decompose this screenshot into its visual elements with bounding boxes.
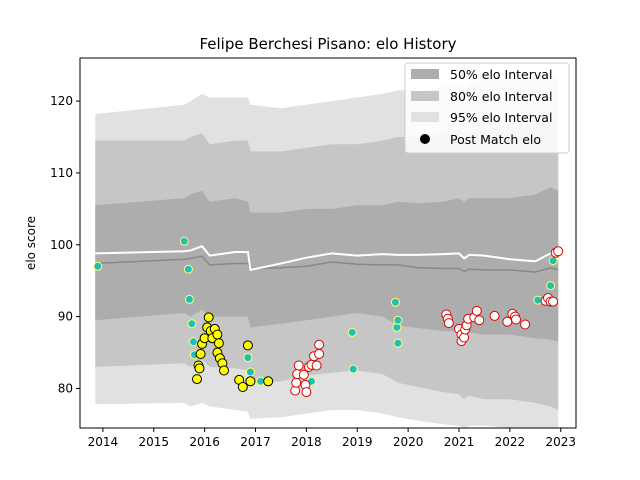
data-point [195,349,206,359]
data-point [546,281,556,291]
data-point [553,246,564,257]
y-tick-label: 120 [50,94,73,108]
data-point [219,365,229,376]
x-tick-label: 2022 [495,435,526,449]
data-point [489,310,500,321]
data-point [471,305,482,316]
legend-marker-post-match [420,134,430,144]
data-point [548,296,559,307]
legend-frame [404,62,570,154]
legend-swatch-80 [411,91,439,101]
data-point [347,327,357,337]
data-point [311,360,322,371]
x-tick-label: 2015 [138,435,169,449]
data-point [93,261,103,271]
legend-label-post-match: Post Match elo [450,132,541,147]
data-point [245,367,255,377]
data-point [188,337,198,347]
data-point [243,353,253,363]
data-point [393,338,403,348]
x-tick-label: 2021 [444,435,475,449]
data-point [314,339,325,350]
data-point [293,360,304,371]
y-tick-label: 110 [50,166,73,180]
legend-swatch-50 [411,69,439,79]
data-point [474,315,485,326]
y-axis: 80 90 100 110 120 [50,94,80,395]
y-tick-label: 80 [58,381,73,395]
data-point [511,314,521,325]
data-point [390,297,400,307]
y-tick-label: 100 [50,238,73,252]
x-tick-label: 2014 [88,435,119,449]
band-50-interval [95,187,559,342]
x-tick-label: 2020 [393,435,424,449]
data-point [301,387,312,398]
data-point [212,329,223,340]
x-tick-label: 2017 [240,435,271,449]
x-tick-label: 2019 [342,435,373,449]
median-line [95,255,559,273]
x-tick-label: 2016 [189,435,220,449]
data-point [213,338,224,349]
data-point [298,369,309,380]
data-point [194,363,205,374]
data-point [192,374,202,385]
data-point [203,312,214,323]
y-axis-label: elo score [24,216,38,270]
data-point [263,376,274,387]
post-match-points [93,236,564,398]
data-point [187,319,197,329]
chart-title: Felipe Berchesi Pisano: elo History [199,35,456,53]
legend: 50% elo Interval 80% elo Interval 95% el… [404,62,570,154]
data-point [520,319,531,330]
legend-label-95: 95% elo Interval [450,110,552,125]
data-point [393,315,403,325]
plot-frame [79,57,577,429]
plot-area [79,57,577,429]
data-point [184,294,194,304]
data-point [348,364,358,374]
data-point [314,349,325,359]
data-point [183,264,193,274]
data-point [392,322,402,332]
data-point [242,340,253,351]
x-tick-label: 2018 [291,435,322,449]
data-point [548,256,558,266]
data-point [443,318,454,329]
data-point [245,376,256,387]
mean-line [95,245,559,272]
legend-swatch-95 [411,112,439,122]
legend-label-80: 80% elo Interval [450,89,552,104]
x-axis: 2014 2015 2016 2017 2018 2019 2020 2021 2022 2023 [88,428,576,449]
legend-label-50: 50% elo Interval [450,67,552,82]
x-tick-label: 2023 [545,435,576,449]
data-point [291,377,302,388]
data-point [179,236,189,246]
data-point [237,382,248,392]
y-tick-label: 90 [58,310,73,324]
